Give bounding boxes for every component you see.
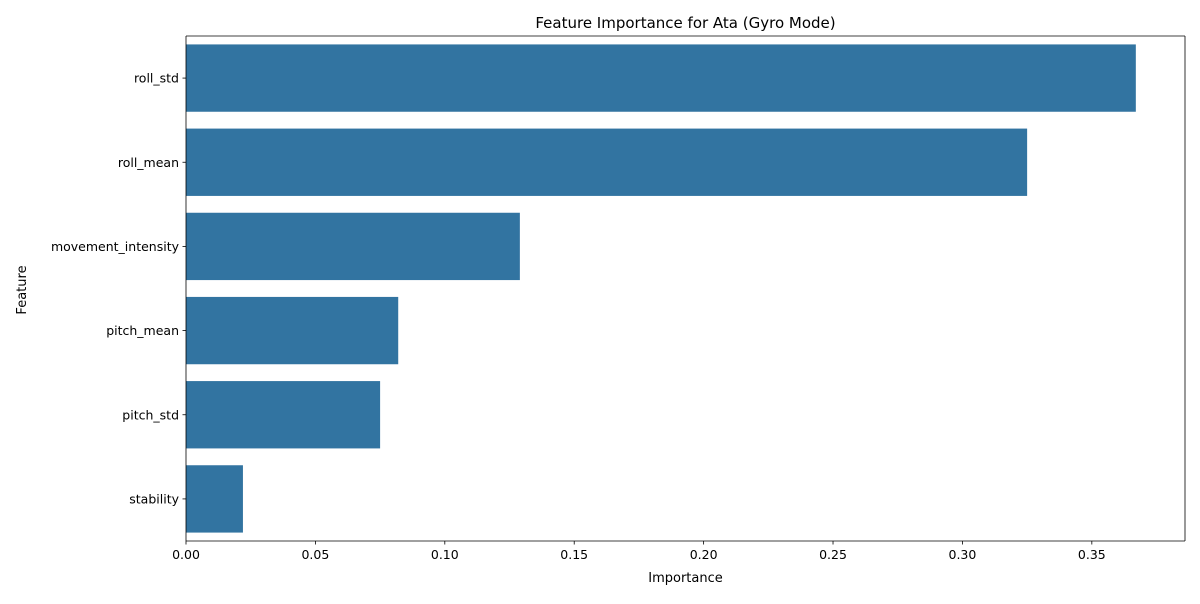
bar-roll-std (186, 44, 1136, 112)
x-axis-ticks: 0.00 0.05 0.10 0.15 0.20 0.25 0.30 0.35 (172, 541, 1106, 562)
bar-movement-intensity (186, 212, 520, 281)
bar-roll-mean (186, 128, 1028, 196)
y-axis-ticks: roll_std roll_mean movement_intensitypitch… (51, 71, 186, 506)
x-tick-label: 0.15 (560, 547, 588, 562)
y-tick-label: roll_std (134, 71, 179, 86)
x-tick-label: 0.10 (431, 547, 459, 562)
y-tick-label: pitch_mean (106, 323, 179, 338)
y-axis-label: Feature (15, 265, 30, 314)
y-tick-label: roll_mean (118, 155, 179, 170)
bar-stability (186, 465, 243, 533)
bar-pitch-std (186, 381, 381, 449)
x-tick-label: 0.30 (949, 547, 977, 562)
x-tick-label: 0.25 (819, 547, 847, 562)
y-tick-label: stability (129, 491, 179, 506)
x-tick-label: 0.20 (690, 547, 718, 562)
x-tick-label: 0.05 (301, 547, 329, 562)
chart-title: Feature Importance for Ata (Gyro Mode) (535, 14, 835, 32)
y-tick-label: movement_intensity (51, 239, 180, 254)
x-tick-label: 0.35 (1078, 547, 1106, 562)
x-tick-label: 0.00 (172, 547, 200, 562)
y-tick-label: pitch_std (122, 407, 179, 422)
x-axis-label: Importance (648, 571, 723, 586)
axes-group (185, 35, 1186, 542)
bar-pitch-mean (186, 296, 399, 365)
bars-group (186, 44, 1136, 533)
